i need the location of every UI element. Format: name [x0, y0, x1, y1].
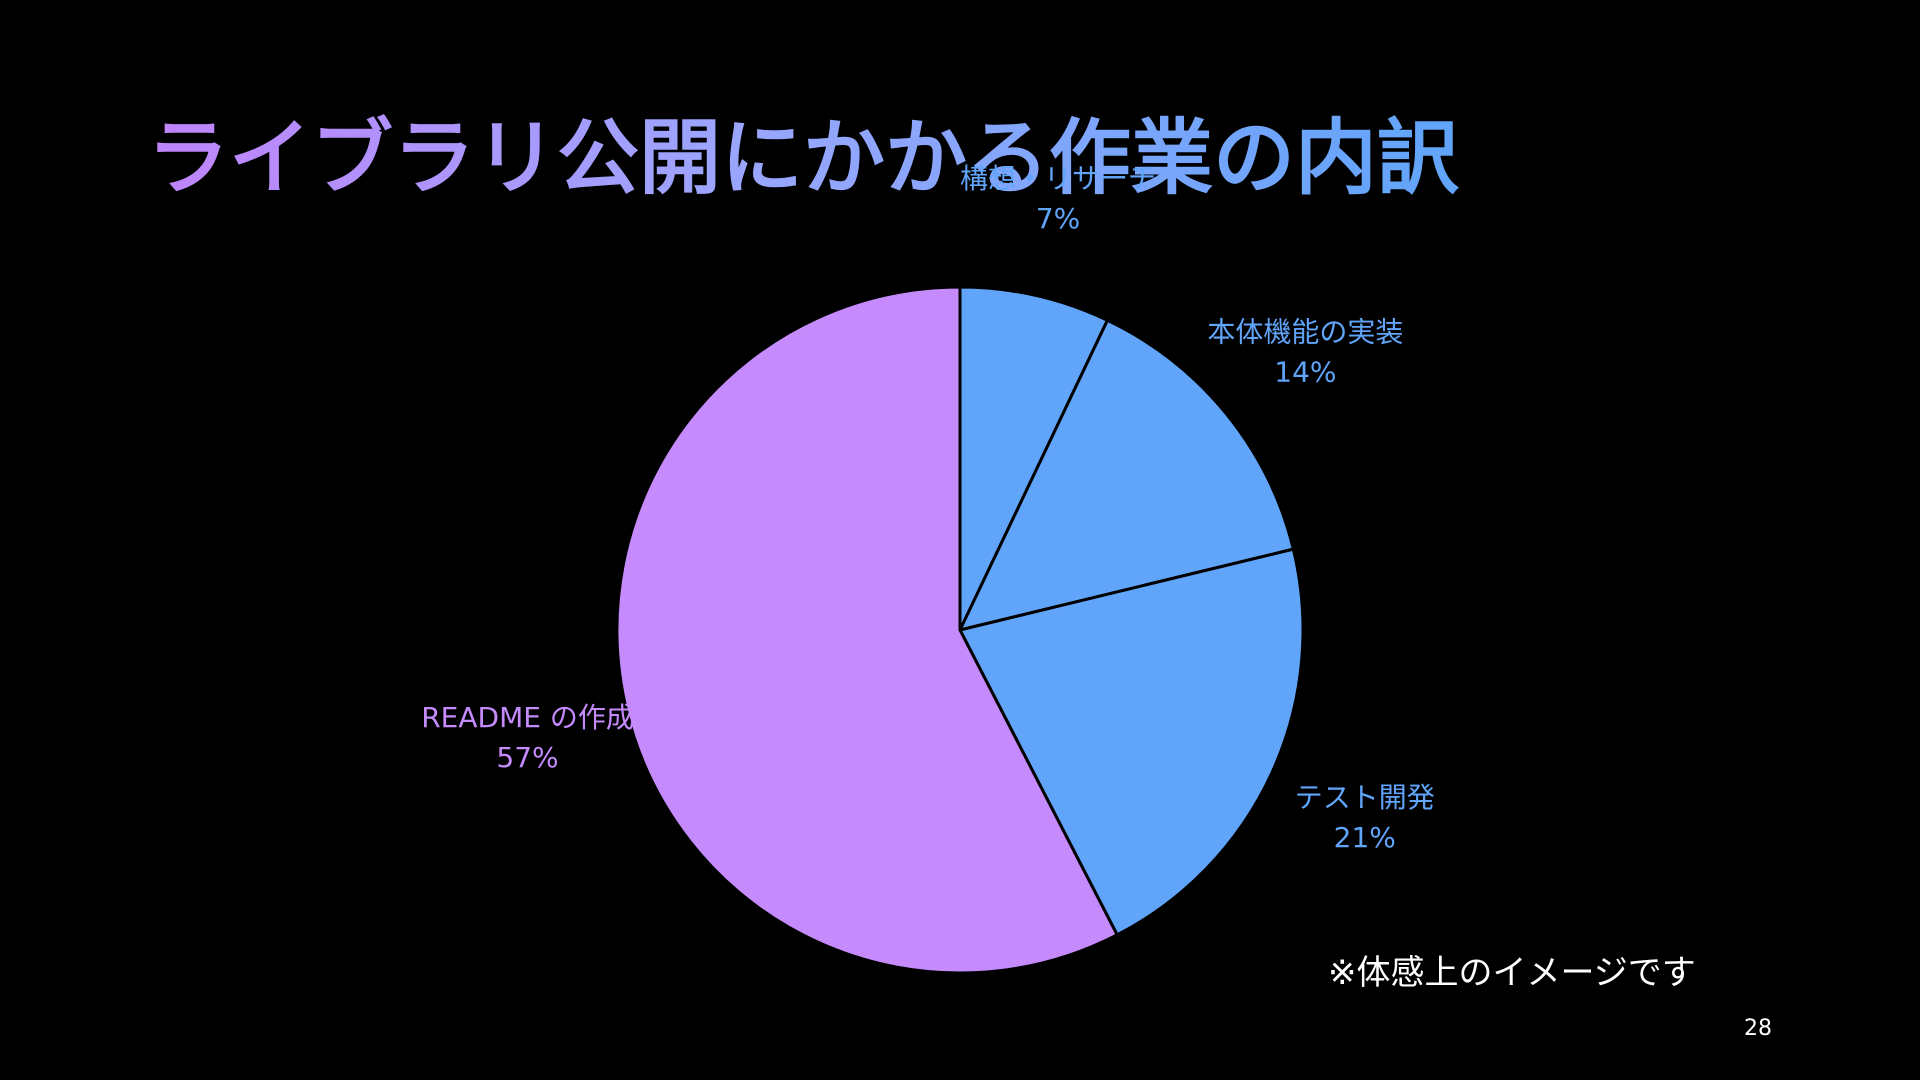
- pie-slices: [615, 285, 1305, 975]
- pie-label-2: テスト開発 21%: [1295, 781, 1435, 854]
- pie-labels: 構想・リサーチ 7% 本体機能の実装 14% テスト開発 21% README の作成 57%: [421, 162, 1435, 854]
- pie-label-0: 構想・リサーチ 7%: [960, 162, 1156, 235]
- pie-slice-2: [958, 547, 1305, 937]
- pie-label-name-2: テスト開発: [1295, 781, 1435, 814]
- pie-label-name-1: 本体機能の実装: [1207, 315, 1403, 348]
- pie-label-name-0: 構想・リサーチ: [960, 162, 1156, 195]
- pie-slice-0: [958, 285, 1109, 632]
- pie-label-value-0: 7%: [1036, 202, 1080, 235]
- slide-title: ライブラリ公開にかかる作業の内訳: [147, 108, 1459, 211]
- pie-slice-3: [615, 285, 1119, 975]
- pie-label-name-3: README の作成: [421, 701, 634, 734]
- footnote: ※体感上のイメージです: [1328, 953, 1696, 993]
- pie-label-value-2: 21%: [1334, 821, 1396, 854]
- pie-label-value-1: 14%: [1274, 355, 1336, 388]
- pie-label-3: README の作成 57%: [421, 701, 634, 774]
- pie-label-value-3: 57%: [496, 741, 558, 774]
- pie-label-1: 本体機能の実装 14%: [1207, 315, 1403, 388]
- page-number: 28: [1744, 1016, 1772, 1041]
- pie-slice-1: [958, 318, 1295, 632]
